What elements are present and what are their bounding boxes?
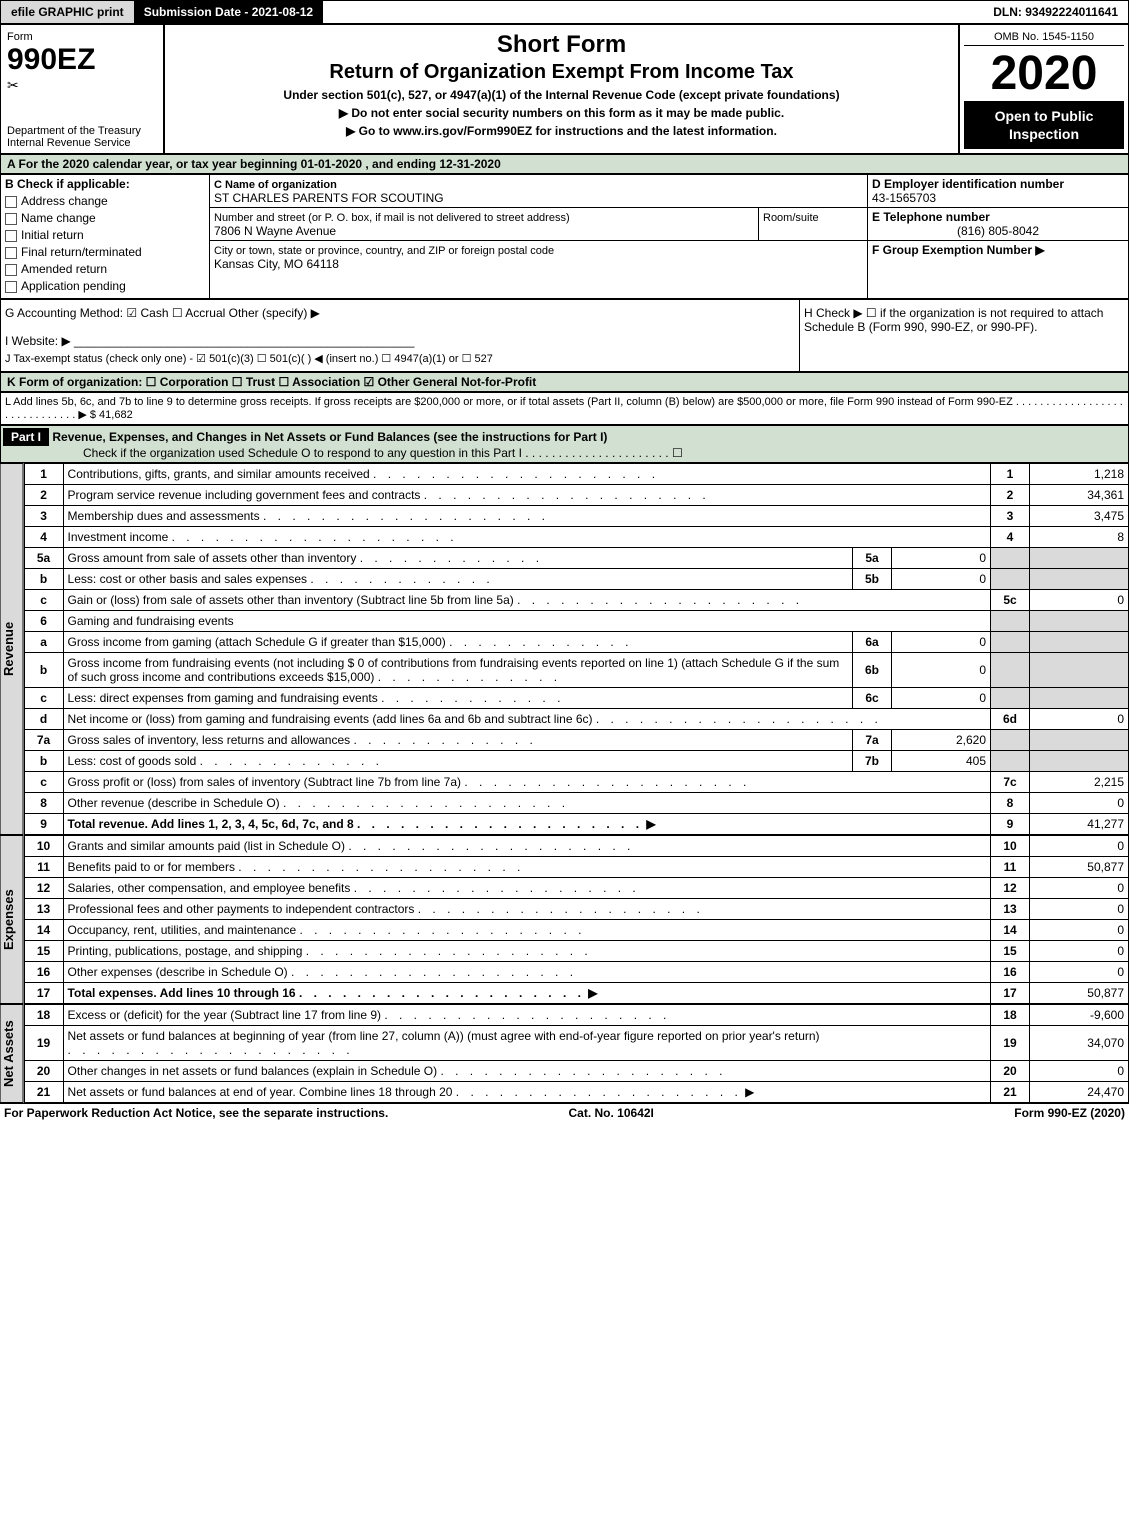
form-number: 990EZ [7,43,157,77]
line-1: 1Contributions, gifts, grants, and simil… [24,464,1128,485]
form-number-box: Form 990EZ ✂ Department of the Treasury … [1,25,165,153]
city-label: City or town, state or province, country… [214,245,554,257]
line-15: 15Printing, publications, postage, and s… [24,941,1128,962]
line-g: G Accounting Method: ☑ Cash ☐ Accrual Ot… [5,306,795,320]
line-5a: 5aGross amount from sale of assets other… [24,548,1128,569]
vside-netassets: Net Assets [0,1004,24,1103]
netassets-table: 18Excess or (deficit) for the year (Subt… [24,1004,1129,1103]
note-link[interactable]: ▶ Go to www.irs.gov/Form990EZ for instru… [169,124,954,138]
department-label: Department of the Treasury Internal Reve… [7,125,141,149]
line-17: 17Total expenses. Add lines 10 through 1… [24,983,1128,1004]
line-21: 21Net assets or fund balances at end of … [24,1082,1128,1103]
phone-value: (816) 805-8042 [872,224,1124,238]
ein-value: 43-1565703 [872,191,936,205]
line-b: bLess: cost or other basis and sales exp… [24,569,1128,590]
line-c: cGain or (loss) from sale of assets othe… [24,590,1128,611]
year-column: OMB No. 1545-1150 2020 Open to Public In… [960,25,1128,153]
line-2: 2Program service revenue including gover… [24,485,1128,506]
expenses-block: Expenses 10Grants and similar amounts pa… [0,835,1129,1004]
line-6: 6Gaming and fundraising events [24,611,1128,632]
footer-cat: Cat. No. 10642I [569,1106,654,1120]
subtitle: Under section 501(c), 527, or 4947(a)(1)… [169,88,954,102]
checkbox-name-change[interactable]: Name change [5,211,205,225]
line-i: I Website: ▶ ___________________________… [5,334,795,348]
netassets-block: Net Assets 18Excess or (deficit) for the… [0,1004,1129,1103]
title-column: Short Form Return of Organization Exempt… [165,25,960,153]
line-a: aGross income from gaming (attach Schedu… [24,632,1128,653]
period-line-a: A For the 2020 calendar year, or tax yea… [0,154,1129,174]
section-b-header: B Check if applicable: [5,177,205,191]
dln-label: DLN: 93492224011641 [983,1,1128,23]
checkbox-amended-return[interactable]: Amended return [5,262,205,276]
revenue-block: Revenue 1Contributions, gifts, grants, a… [0,463,1129,835]
street-value: 7806 N Wayne Avenue [214,224,336,238]
line-h: H Check ▶ ☐ if the organization is not r… [799,300,1128,371]
line-j: J Tax-exempt status (check only one) - ☑… [5,352,795,365]
footer-left: For Paperwork Reduction Act Notice, see … [4,1106,388,1120]
line-13: 13Professional fees and other payments t… [24,899,1128,920]
footer-right: Form 990-EZ (2020) [1014,1106,1125,1120]
line-18: 18Excess or (deficit) for the year (Subt… [24,1005,1128,1026]
lines-g-h: G Accounting Method: ☑ Cash ☐ Accrual Ot… [0,299,1129,372]
part-i-title: Revenue, Expenses, and Changes in Net As… [52,430,607,444]
line-b: bLess: cost of goods sold . . . . . . . … [24,751,1128,772]
section-b: B Check if applicable: Address change Nam… [1,175,210,298]
line-8: 8Other revenue (describe in Schedule O) … [24,793,1128,814]
note-ssn: ▶ Do not enter social security numbers o… [169,106,954,120]
line-11: 11Benefits paid to or for members . . . … [24,857,1128,878]
line-l: L Add lines 5b, 6c, and 7b to line 9 to … [0,392,1129,425]
submission-date-button[interactable]: Submission Date - 2021-08-12 [134,1,323,23]
line-c: cLess: direct expenses from gaming and f… [24,688,1128,709]
section-c: C Name of organization ST CHARLES PARENT… [210,175,867,298]
part-i-label: Part I [3,428,49,446]
line-b: bGross income from fundraising events (n… [24,653,1128,688]
line-19: 19Net assets or fund balances at beginni… [24,1026,1128,1061]
line-12: 12Salaries, other compensation, and empl… [24,878,1128,899]
ein-label: D Employer identification number [872,177,1064,191]
line-9: 9Total revenue. Add lines 1, 2, 3, 4, 5c… [24,814,1128,835]
checkbox-address-change[interactable]: Address change [5,194,205,208]
section-def: D Employer identification number 43-1565… [867,175,1128,298]
c-name-label: C Name of organization [214,179,337,191]
line-14: 14Occupancy, rent, utilities, and mainte… [24,920,1128,941]
form-label: Form [7,31,157,43]
checkbox-initial-return[interactable]: Initial return [5,228,205,242]
omb-number: OMB No. 1545-1150 [964,29,1124,46]
form-header: Form 990EZ ✂ Department of the Treasury … [0,24,1129,154]
part-i-check: Check if the organization used Schedule … [3,446,683,460]
part-i-header: Part I Revenue, Expenses, and Changes in… [0,425,1129,463]
revenue-table: 1Contributions, gifts, grants, and simil… [24,463,1129,835]
line-3: 3Membership dues and assessments . . . .… [24,506,1128,527]
top-bar: efile GRAPHIC print Submission Date - 20… [0,0,1129,24]
line-20: 20Other changes in net assets or fund ba… [24,1061,1128,1082]
expenses-table: 10Grants and similar amounts paid (list … [24,835,1129,1004]
line-7a: 7aGross sales of inventory, less returns… [24,730,1128,751]
efile-print-button[interactable]: efile GRAPHIC print [1,1,134,23]
line-16: 16Other expenses (describe in Schedule O… [24,962,1128,983]
line-k: K Form of organization: ☐ Corporation ☐ … [0,372,1129,392]
org-name: ST CHARLES PARENTS FOR SCOUTING [214,191,444,205]
main-title: Return of Organization Exempt From Incom… [169,61,954,84]
identity-grid: B Check if applicable: Address change Nam… [0,174,1129,299]
line-d: dNet income or (loss) from gaming and fu… [24,709,1128,730]
phone-label: E Telephone number [872,210,990,224]
city-value: Kansas City, MO 64118 [214,257,339,271]
line-4: 4Investment income . . . . . . . . . . .… [24,527,1128,548]
vside-revenue: Revenue [0,463,24,835]
line-10: 10Grants and similar amounts paid (list … [24,836,1128,857]
tax-year: 2020 [964,46,1124,101]
checkbox-application-pending[interactable]: Application pending [5,279,205,293]
line-c: cGross profit or (loss) from sales of in… [24,772,1128,793]
street-label: Number and street (or P. O. box, if mail… [214,212,570,224]
page-footer: For Paperwork Reduction Act Notice, see … [0,1103,1129,1122]
short-form-title: Short Form [169,31,954,59]
vside-expenses: Expenses [0,835,24,1004]
group-exemption-label: F Group Exemption Number ▶ [872,243,1045,257]
room-label: Room/suite [763,212,819,224]
checkbox-final-return-terminated[interactable]: Final return/terminated [5,245,205,259]
open-to-public: Open to Public Inspection [964,101,1124,149]
